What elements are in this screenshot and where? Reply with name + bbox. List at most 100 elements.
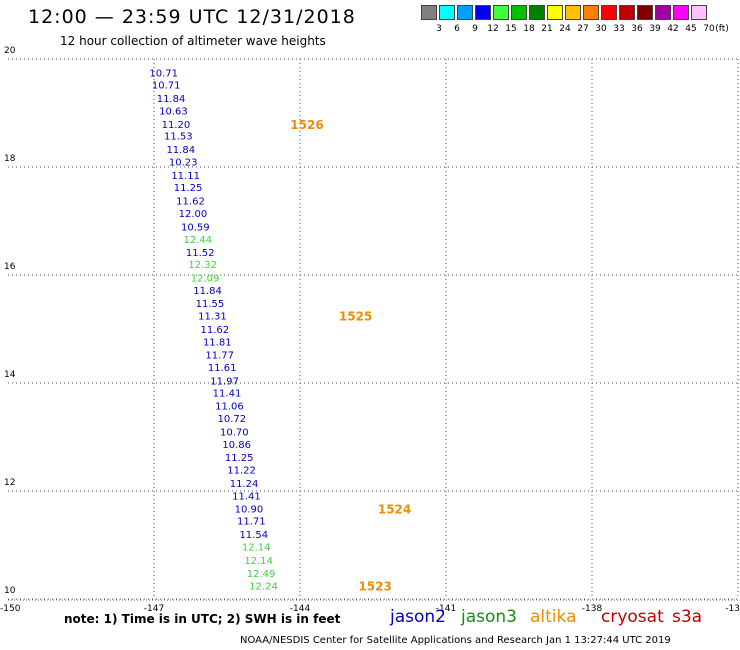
wave-height-reading: 10.63 (159, 106, 188, 117)
wave-height-reading: 11.41 (213, 389, 242, 400)
lat-tick-label: 20 (4, 46, 16, 56)
wave-height-reading: 10.90 (235, 504, 264, 515)
wave-height-reading: 11.31 (198, 312, 227, 323)
wave-height-reading: 12.09 (191, 274, 220, 285)
legend-label: 6 (454, 24, 460, 34)
legend-jason2: jason2 (390, 607, 446, 627)
altimeter-track-main: 10.7110.7111.8410.6311.2011.5311.8410.23… (149, 69, 277, 593)
legend-label: 45 (685, 24, 697, 34)
wave-height-reading: 11.97 (210, 376, 239, 387)
legend-label: 3 (436, 24, 442, 34)
lon-tick-label: -144 (290, 604, 311, 614)
wave-height-reading: 11.62 (176, 196, 205, 207)
wave-height-reading: 11.41 (232, 491, 261, 502)
lon-tick-label: -147 (144, 604, 164, 614)
axis-ticks: 20 18 16 14 12 10 -150 -147 -144 -141 -138 -13 (0, 46, 740, 614)
legend-swatch (601, 5, 617, 20)
wave-height-reading: 11.77 (205, 350, 234, 361)
wave-height-reading: 12.44 (183, 235, 212, 246)
wave-height-reading: 11.81 (203, 337, 232, 348)
legend-label: 18 (523, 24, 535, 34)
lat-tick-label: 16 (4, 262, 16, 272)
legend-label: 42 (667, 24, 679, 34)
legend-swatch (529, 5, 545, 20)
legend-label: 27 (577, 24, 589, 34)
legend-swatch (475, 5, 491, 20)
lat-tick-label: 14 (4, 370, 16, 380)
legend-altika: altika (530, 607, 577, 627)
lat-tick-label: 10 (4, 586, 16, 596)
lon-tick-label: -150 (0, 604, 21, 614)
wave-height-reading: 11.25 (174, 183, 203, 194)
wave-height-reading: 11.22 (227, 465, 256, 476)
pass-number-label: 1523 (358, 580, 391, 594)
wave-height-reading: 11.61 (208, 363, 237, 374)
wave-height-reading: 11.06 (215, 402, 244, 413)
wave-height-reading: 11.25 (225, 453, 254, 464)
lon-tick-label: -141 (436, 604, 456, 614)
wave-height-reading: 11.71 (237, 517, 266, 528)
wave-height-reading: 12.32 (188, 260, 217, 271)
wave-height-reading: 10.71 (149, 69, 178, 80)
wave-height-reading: 11.84 (193, 286, 222, 297)
legend-label: 70 (703, 24, 715, 34)
wave-height-reading: 12.14 (244, 556, 273, 567)
legend-label: 33 (613, 24, 625, 34)
pass-number-label: 1525 (339, 310, 372, 324)
wave-height-reading: 10.23 (169, 158, 198, 169)
legend-swatch (619, 5, 635, 20)
wave-height-reading: 10.70 (220, 428, 249, 439)
legend-label: 39 (649, 24, 661, 34)
legend-swatch (493, 5, 509, 20)
legend-jason3: jason3 (461, 607, 517, 627)
wave-height-reading: 11.53 (164, 132, 193, 143)
wave-height-reading: 11.24 (230, 479, 259, 490)
legend-label: 21 (541, 24, 553, 34)
wave-height-reading: 12.14 (242, 543, 271, 554)
legend-swatch (565, 5, 581, 20)
legend-swatch (673, 5, 689, 20)
wave-height-reading: 10.71 (152, 80, 181, 91)
wave-height-reading: 10.59 (181, 222, 210, 233)
wave-height-reading: 11.54 (239, 530, 268, 541)
lon-tick-label: -138 (582, 604, 603, 614)
pass-number-label: 1524 (378, 502, 411, 516)
lon-tick-label: -13 (725, 604, 740, 614)
wave-height-reading: 10.86 (222, 440, 251, 451)
legend-swatch (655, 5, 671, 20)
legend-label: 24 (559, 24, 571, 34)
map-grid (8, 58, 739, 601)
wave-height-reading: 11.11 (171, 171, 200, 182)
legend-cryosat: cryosat (601, 607, 664, 627)
wave-height-reading: 12.00 (179, 209, 208, 220)
legend-swatch (457, 5, 473, 20)
wave-height-reading: 11.52 (186, 248, 215, 259)
legend-s3a: s3a (672, 607, 703, 627)
legend-swatch (547, 5, 563, 20)
legend-swatch (511, 5, 527, 20)
page-subtitle: 12 hour collection of altimeter wave hei… (60, 34, 326, 48)
wave-height-reading: 11.84 (166, 145, 195, 156)
credits-footer: NOAA/NESDIS Center for Satellite Applica… (240, 635, 671, 646)
legend-label: 36 (631, 24, 643, 34)
legend-swatch (583, 5, 599, 20)
lat-tick-label: 12 (4, 478, 15, 488)
legend-swatch (691, 5, 707, 20)
legend-label: 15 (505, 24, 517, 34)
lat-tick-label: 18 (4, 154, 16, 164)
wave-height-reading: 11.55 (196, 299, 225, 310)
legend-label: 12 (487, 24, 499, 34)
wave-height-reading: 12.24 (249, 582, 278, 593)
footnote: note: 1) Time is in UTC; 2) SWH is in fe… (64, 612, 341, 626)
wave-height-reading: 12.49 (247, 569, 276, 580)
wave-height-reading: 11.20 (162, 120, 191, 131)
legend-unit: (ft) (715, 24, 729, 34)
legend-label: 9 (472, 24, 478, 34)
wave-height-reading: 11.84 (157, 94, 186, 105)
legend-swatch (421, 5, 437, 20)
legend-label: 30 (595, 24, 607, 34)
wave-height-reading: 11.62 (201, 325, 230, 336)
page-title: 12:00 — 23:59 UTC 12/31/2018 (28, 6, 356, 28)
pass-labels: 1526 1525 1524 1523 (290, 118, 411, 594)
